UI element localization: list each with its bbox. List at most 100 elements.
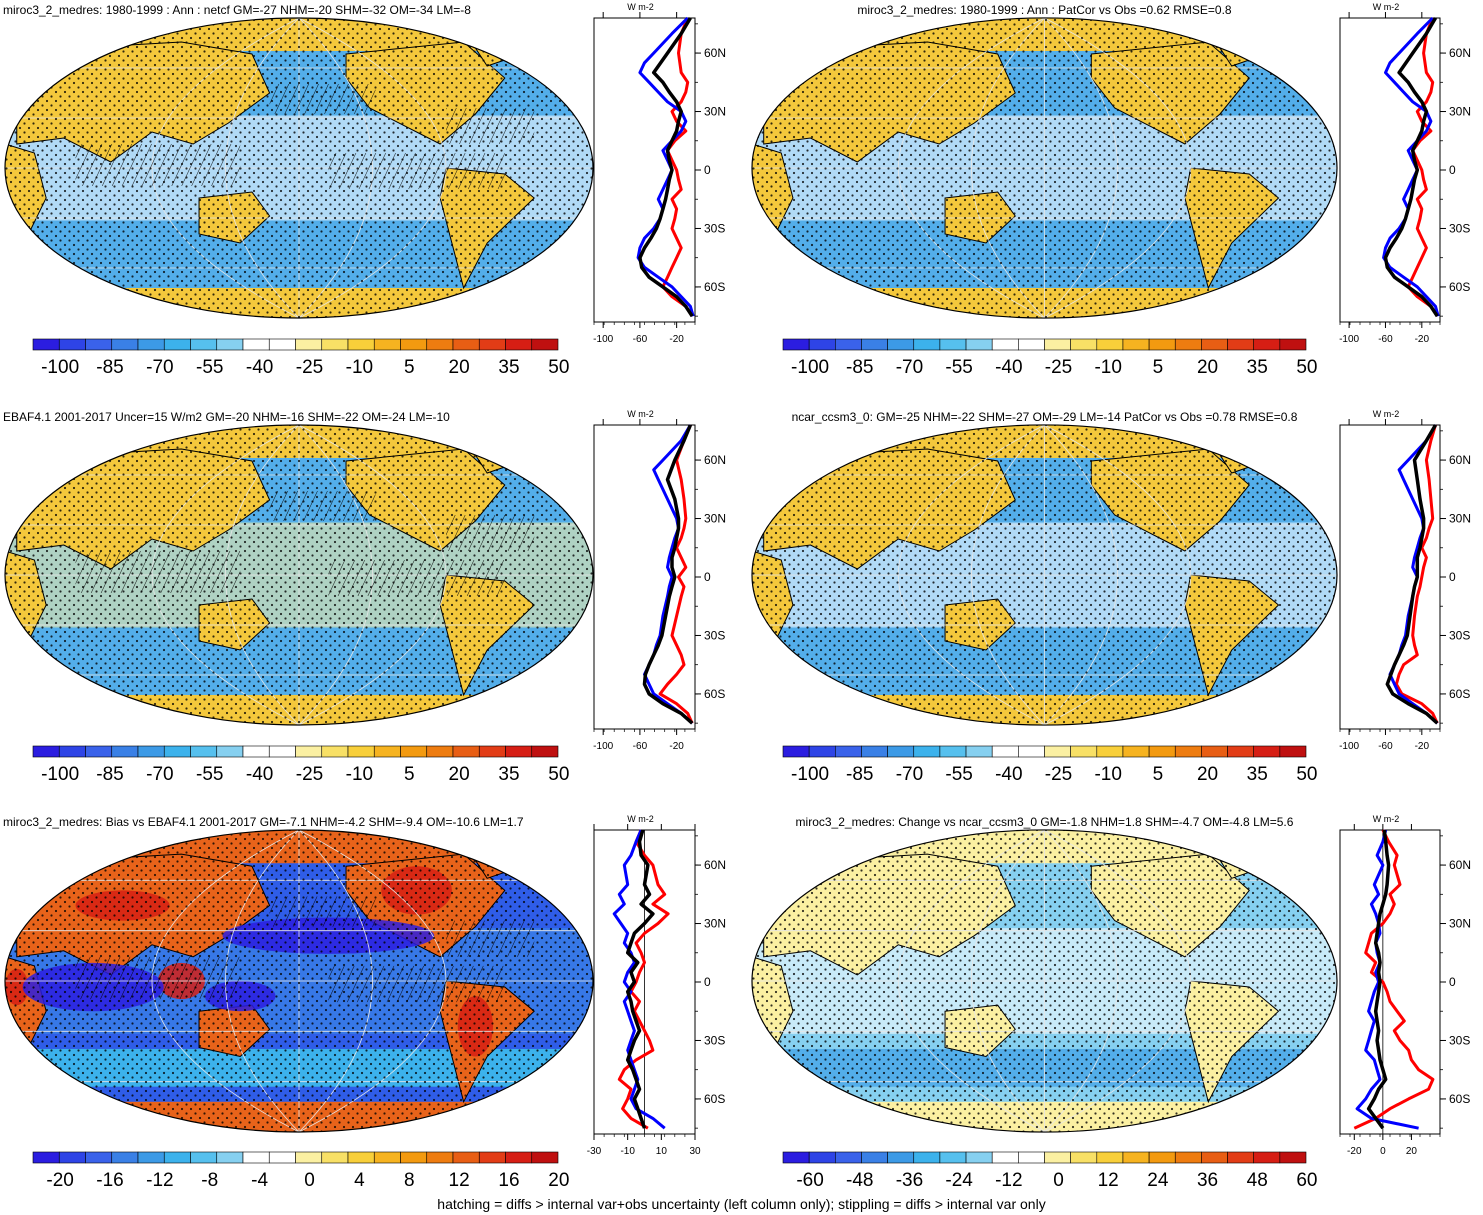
stippling-overlay: [752, 18, 1337, 318]
colorbar-bin: [32, 1151, 60, 1164]
colorbar-bin: [58, 338, 86, 351]
profile-line-model: [617, 829, 670, 1130]
x-tick-label: -20: [1415, 334, 1430, 345]
panel-title: miroc3_2_medres: 1980-1999 : Ann : netcf…: [3, 3, 471, 17]
colorbar-bin: [1253, 338, 1281, 351]
colorbar-bin: [1018, 1151, 1045, 1164]
zonal-profile: 60N 30N 0 30S 60S -20 0 20 W m-2: [1339, 814, 1471, 1157]
x-tick-label: -60: [633, 741, 648, 752]
map-outline: [751, 424, 1338, 726]
x-tick-label: -20: [669, 334, 684, 345]
hatching-overlay: [328, 965, 505, 1003]
colorbar-bin: [913, 338, 941, 351]
colorbar-label: 16: [498, 1170, 519, 1191]
colorbar-bin: [834, 1151, 862, 1164]
x-tick-label: 30: [689, 1146, 701, 1157]
colorbar-label: -55: [196, 357, 223, 378]
colorbar-label: 5: [1153, 357, 1164, 378]
colorbar-label: -40: [995, 357, 1022, 378]
x-tick-label: -100: [593, 334, 613, 345]
colorbar-label: -85: [96, 764, 123, 785]
colorbar-bin: [58, 1151, 86, 1164]
colorbar-bin: [426, 338, 454, 351]
panel-title: EBAF4.1 2001-2017 Uncer=15 W/m2 GM=-20 N…: [3, 410, 450, 424]
colorbar-bin: [111, 1151, 139, 1164]
colorbar-bin: [190, 745, 218, 758]
colorbar-bin: [1122, 745, 1150, 758]
lat-tick-label: 30S: [704, 1033, 725, 1047]
colorbar-bin: [1279, 338, 1307, 351]
colorbar-bin: [782, 338, 810, 351]
colorbar-bin: [373, 745, 401, 758]
stippling-overlay: [752, 425, 1337, 725]
panel-6: miroc3_2_medres: Change vs ncar_ccsm3_0 …: [751, 814, 1471, 1191]
colorbar-label: 35: [1247, 357, 1268, 378]
colorbar-bin: [1253, 1151, 1281, 1164]
colorbar: -100 -85 -70 -55 -40 -25 -10 5 20 35 50: [32, 338, 569, 378]
colorbar-label: -40: [246, 357, 273, 378]
colorbar-label: -8: [201, 1170, 218, 1191]
colorbar-label: -70: [896, 764, 923, 785]
colorbar-bin: [965, 338, 993, 351]
lat-tick-label: 30S: [1449, 1033, 1470, 1047]
panel-5: miroc3_2_medres: Bias vs EBAF4.1 2001-20…: [3, 814, 726, 1191]
hatching-overlay: [75, 551, 241, 593]
hatching-overlay: [75, 144, 241, 186]
colorbar-label: -20: [46, 1170, 73, 1191]
colorbar-label: -55: [945, 764, 972, 785]
lat-tick-label: 0: [704, 570, 711, 584]
colorbar-label: 12: [449, 1170, 470, 1191]
colorbar-bin: [861, 338, 888, 351]
colorbar-label: 20: [449, 764, 470, 785]
colorbar-bin: [1044, 745, 1071, 758]
colorbar-bin: [268, 1151, 296, 1164]
colorbar-label: 35: [1247, 764, 1268, 785]
world-map: [751, 17, 1337, 319]
zonal-profile: 60N 30N 0 30S 60S -100 -60 -20 W m-2: [593, 2, 726, 345]
colorbar: -100 -85 -70 -55 -40 -25 -10 5 20 35 50: [782, 745, 1317, 785]
colorbar-label: -100: [791, 357, 829, 378]
x-tick-label: 0: [1380, 1146, 1386, 1157]
colorbar-label: -10: [1094, 764, 1121, 785]
profile-line-obs: [643, 424, 694, 725]
colorbar-bin: [347, 338, 375, 351]
colorbar-bin: [163, 745, 191, 758]
colorbar-bin: [137, 745, 165, 758]
colorbar-bin: [991, 338, 1019, 351]
colorbar-bin: [1070, 745, 1098, 758]
map-outline: [4, 424, 594, 726]
colorbar-bin: [939, 745, 967, 758]
colorbar-label: -100: [41, 764, 79, 785]
colorbar-bin: [808, 338, 836, 351]
lat-tick-label: 30N: [1449, 105, 1471, 119]
world-map: [5, 18, 593, 318]
colorbar-bin: [1044, 1151, 1071, 1164]
colorbar-label: 0: [1053, 1170, 1064, 1191]
colorbar-label: 0: [304, 1170, 315, 1191]
unit-label: W m-2: [627, 814, 654, 824]
colorbar-label: 5: [1153, 764, 1164, 785]
colorbar-bin: [478, 1151, 506, 1164]
colorbar-bin: [1201, 1151, 1228, 1164]
colorbar-label: -25: [1045, 357, 1072, 378]
lat-tick-label: 60S: [1449, 1092, 1470, 1106]
profile-line-ensemble: [1383, 17, 1439, 318]
colorbar-bin: [834, 745, 862, 758]
unit-label: W m-2: [627, 409, 654, 419]
zonal-profile: 60N 30N 0 30S 60S -30 -10 10 30 W m-2: [587, 814, 726, 1157]
hatching-overlay: [446, 108, 535, 144]
map-outline: [4, 829, 594, 1133]
hatching-overlay: [269, 491, 376, 521]
colorbar-bin: [373, 1151, 401, 1164]
colorbar-bin: [58, 745, 86, 758]
x-tick-label: -20: [1347, 1146, 1362, 1157]
lat-tick-label: 30S: [1449, 628, 1470, 642]
colorbar-bin: [1148, 745, 1176, 758]
colorbar-label: -55: [945, 357, 972, 378]
colorbar-bin: [782, 1151, 810, 1164]
colorbar-bin: [190, 338, 218, 351]
colorbar-bin: [887, 338, 915, 351]
colorbar-label: 4: [354, 1170, 365, 1191]
world-map: [751, 424, 1337, 726]
